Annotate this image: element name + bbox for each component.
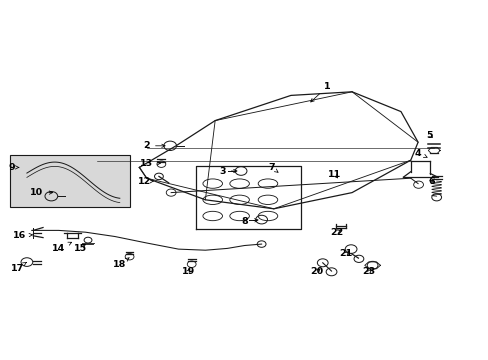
Text: 10: 10 [30, 188, 53, 197]
Bar [10, 155, 129, 207]
Text: 12: 12 [137, 177, 153, 186]
Text: 9: 9 [9, 163, 19, 172]
Text: 22: 22 [329, 228, 343, 237]
Text: 4: 4 [414, 149, 427, 158]
Text: 18: 18 [113, 258, 129, 269]
Text: 6: 6 [427, 177, 434, 186]
Text: 7: 7 [267, 163, 278, 172]
Text: 20: 20 [310, 267, 323, 276]
Text: 3: 3 [219, 166, 237, 175]
Text: 16: 16 [13, 231, 32, 240]
Text: 13: 13 [140, 159, 160, 168]
Text: 1: 1 [310, 82, 330, 102]
Text: 11: 11 [327, 170, 341, 179]
Text: 21: 21 [339, 249, 352, 258]
Text: 19: 19 [181, 267, 195, 276]
Text: 14: 14 [52, 242, 71, 253]
Text: 2: 2 [143, 141, 165, 150]
Text: 15: 15 [74, 244, 87, 253]
Text: 23: 23 [362, 267, 375, 276]
Text: 8: 8 [241, 217, 258, 226]
Text: 17: 17 [10, 262, 26, 273]
Text: 5: 5 [425, 130, 432, 139]
